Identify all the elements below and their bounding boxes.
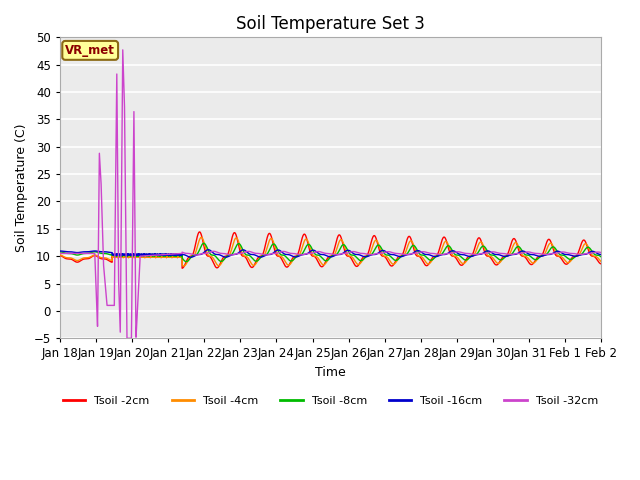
Title: Soil Temperature Set 3: Soil Temperature Set 3: [236, 15, 425, 33]
Text: VR_met: VR_met: [65, 44, 115, 57]
X-axis label: Time: Time: [315, 366, 346, 379]
Y-axis label: Soil Temperature (C): Soil Temperature (C): [15, 123, 28, 252]
Legend: Tsoil -2cm, Tsoil -4cm, Tsoil -8cm, Tsoil -16cm, Tsoil -32cm: Tsoil -2cm, Tsoil -4cm, Tsoil -8cm, Tsoi…: [59, 392, 602, 411]
